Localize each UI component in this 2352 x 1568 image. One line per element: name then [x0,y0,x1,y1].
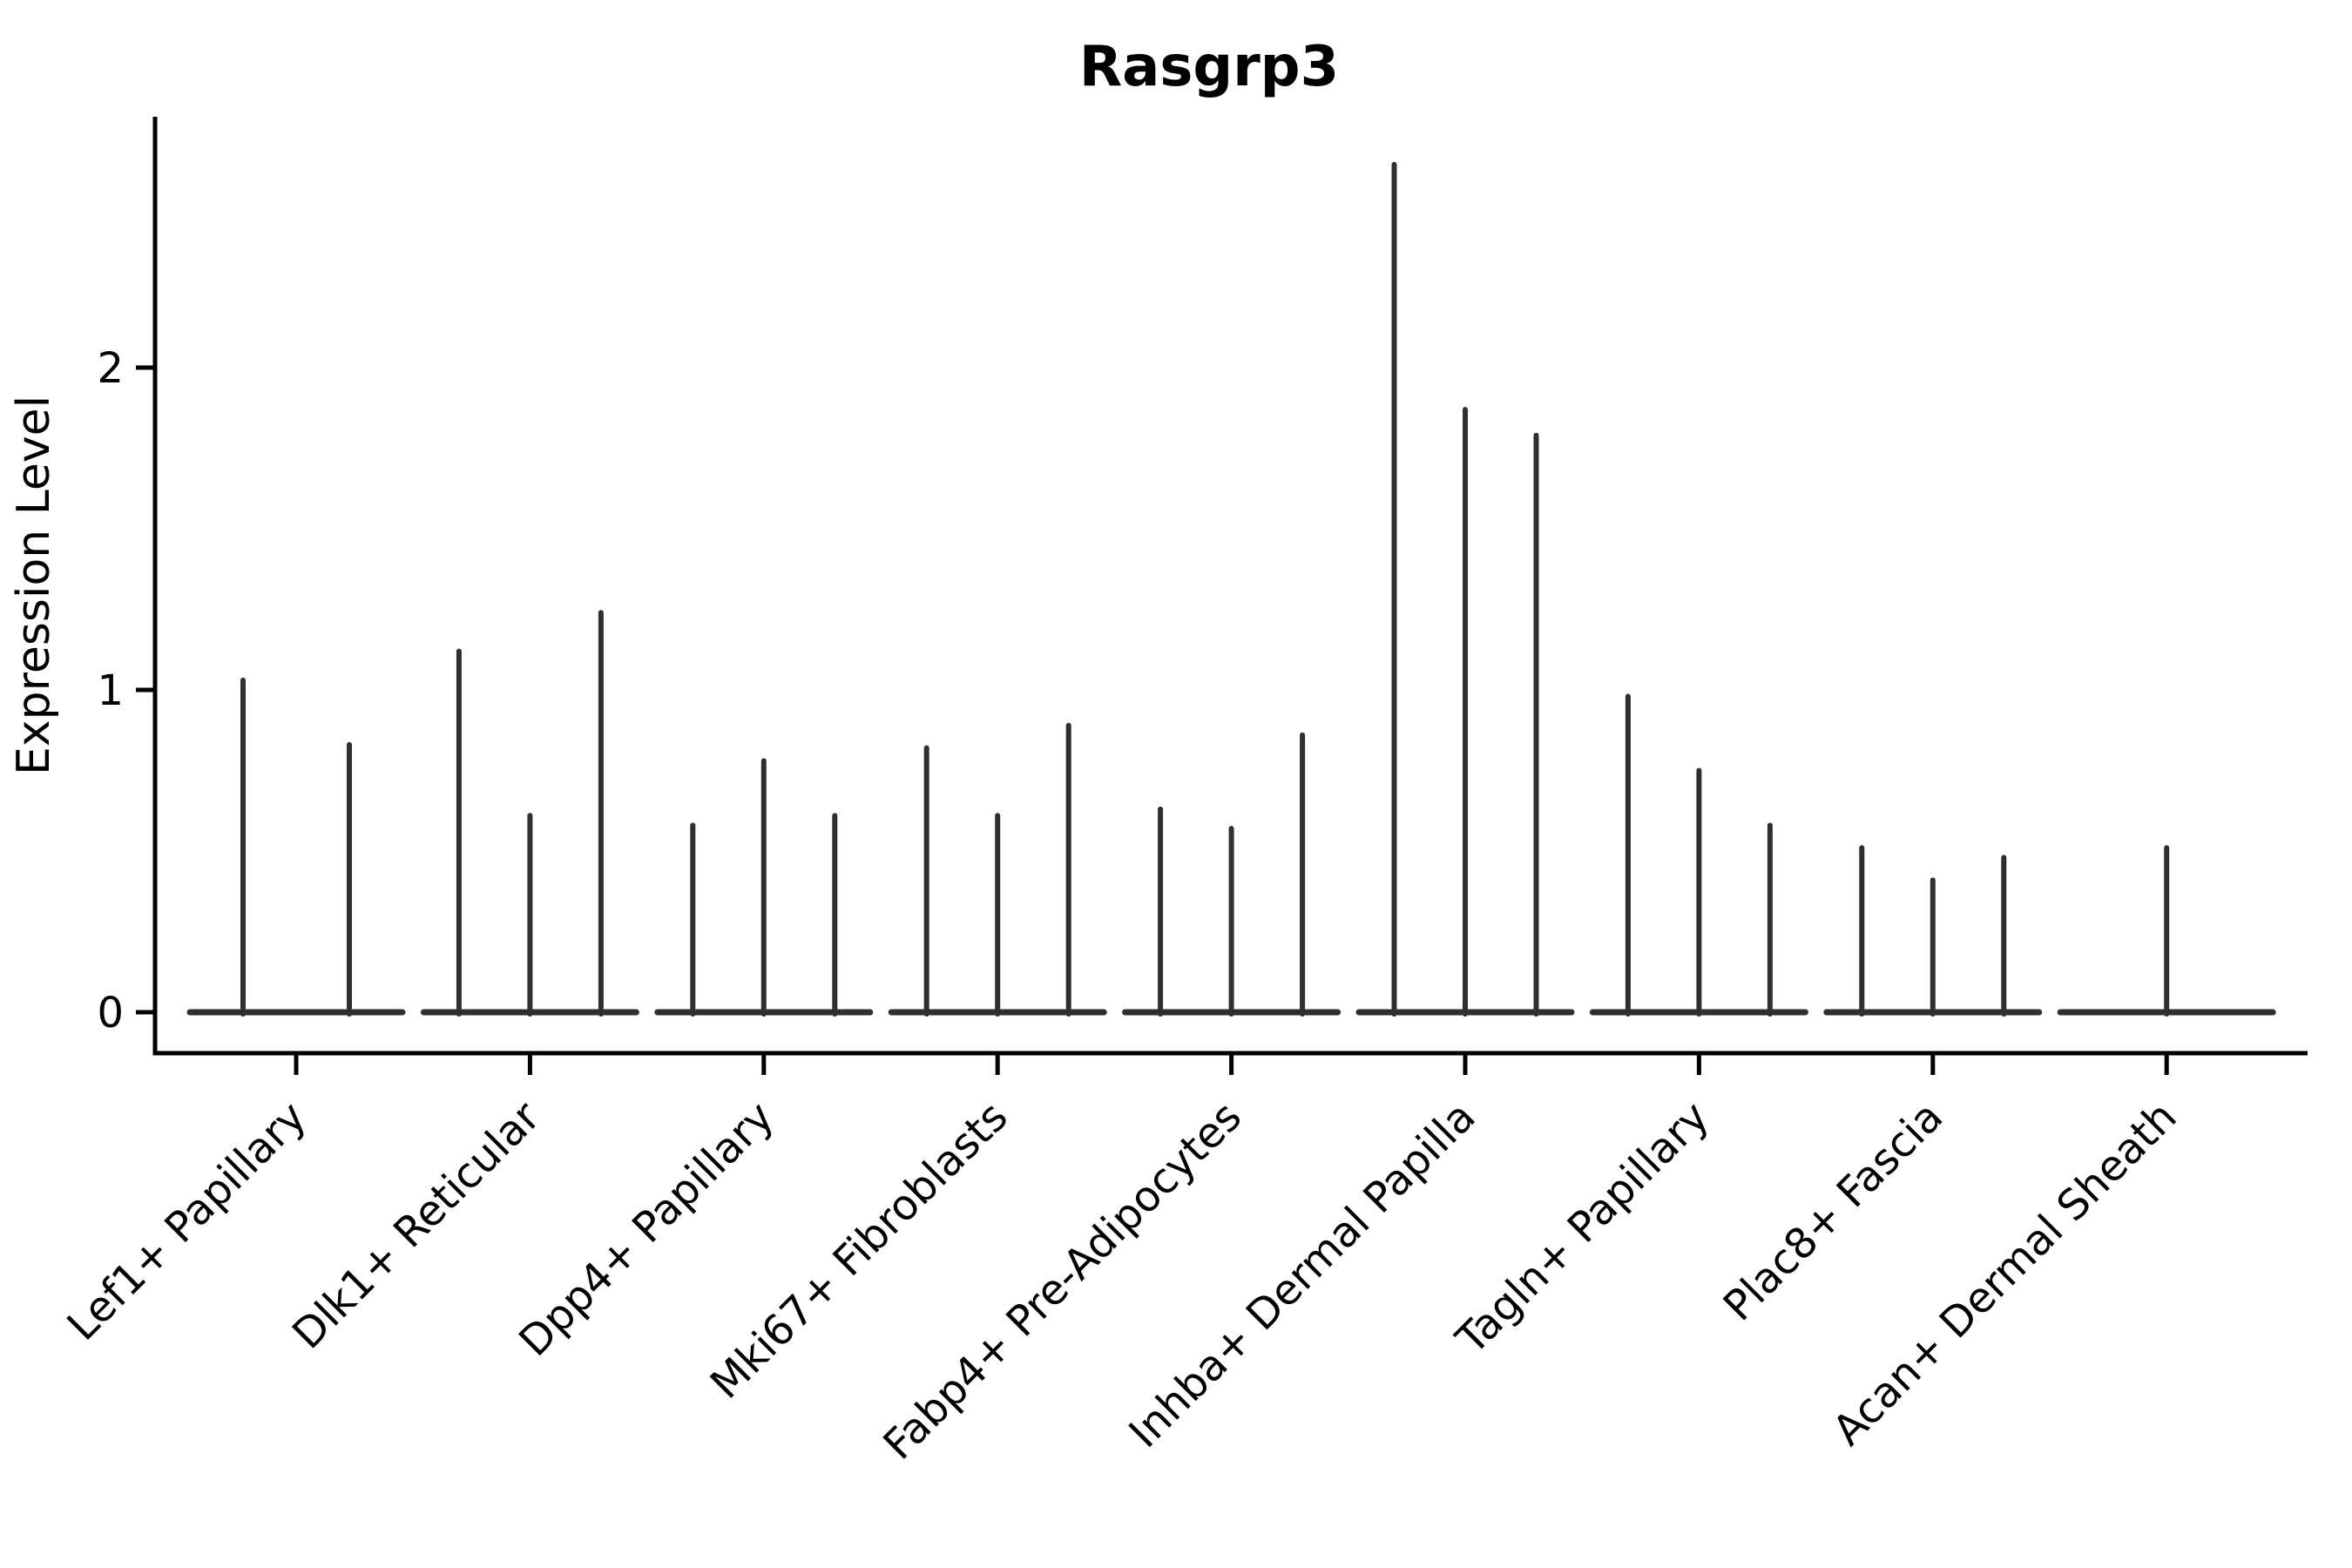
x-tick-label: Tagln+ Papillary [1447,1092,1719,1364]
x-tick-label: Lef1+ Papillary [58,1092,316,1350]
x-tick-label: Plac8+ Fascia [1714,1092,1953,1331]
y-tick-label: 1 [97,666,124,715]
x-tick-label: Dpp4+ Papillary [510,1092,783,1366]
y-axis-label: Expression Level [8,395,60,775]
y-tick-label: 0 [97,989,124,1037]
chart-title: Rasgrp3 [1079,35,1339,99]
y-tick-label: 2 [97,344,124,393]
x-tick-label: Dlk1+ Reticular [283,1092,550,1359]
